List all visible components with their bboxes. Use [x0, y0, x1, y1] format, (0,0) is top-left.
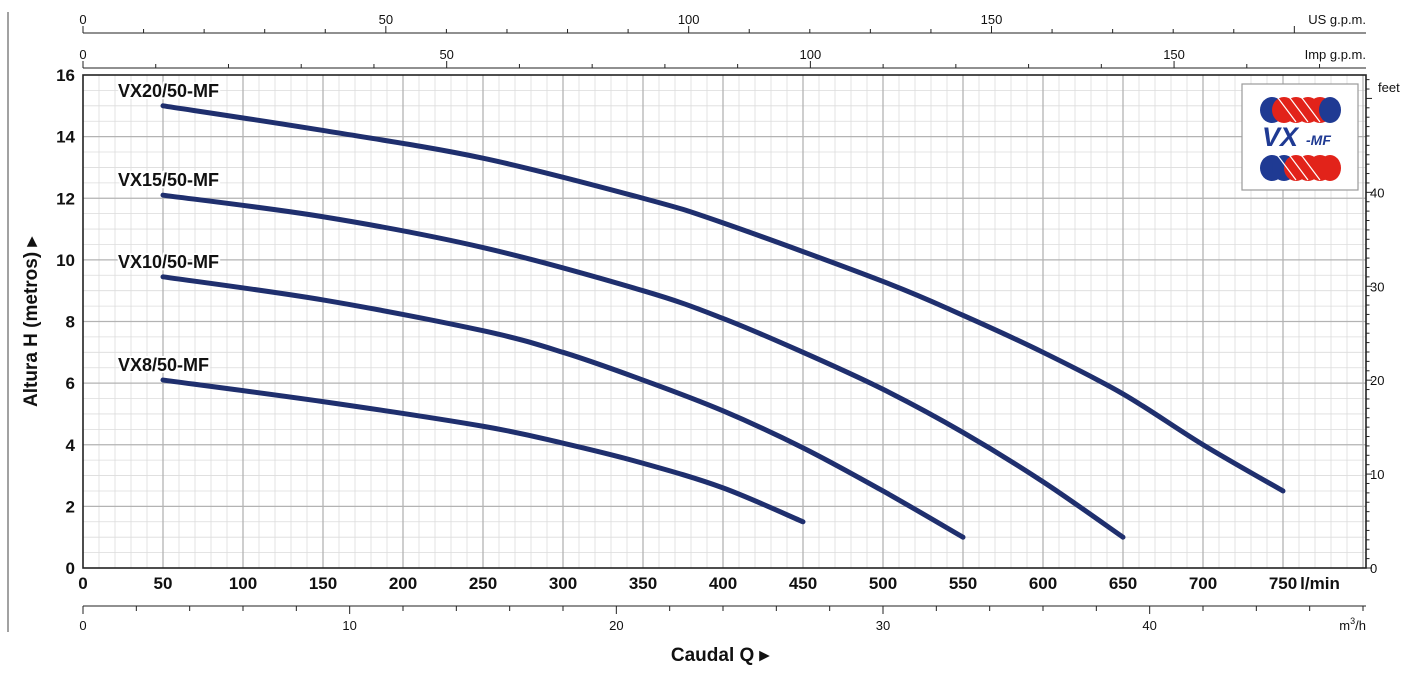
x-unit-label: l/min [1300, 574, 1340, 593]
logo-top-coils [1260, 97, 1341, 123]
x-tick-label: 500 [869, 574, 897, 593]
us-gpm-tick-label: 50 [379, 12, 393, 27]
us-gpm-tick-label: 100 [678, 12, 700, 27]
y-tick-label: 14 [56, 128, 75, 147]
feet-tick-label: 10 [1370, 467, 1384, 482]
y-tick-label: 8 [66, 313, 75, 332]
us-gpm-tick-label: 150 [981, 12, 1003, 27]
y-tick-label: 2 [66, 497, 75, 516]
x-tick-label: 750 [1269, 574, 1297, 593]
m3h-unit-label: m3/h [1339, 616, 1366, 633]
x-tick-label: 200 [389, 574, 417, 593]
x-tick-label: 150 [309, 574, 337, 593]
series-label: VX20/50-MF [118, 81, 219, 101]
plot-frame [82, 74, 1367, 569]
x-tick-labels: 0 50 100 150 200 250 300 350 400 450 500 550 600 650 7… [78, 574, 1340, 593]
imp-gpm-label: Imp g.p.m. [1305, 47, 1366, 62]
y-tick-label: 0 [66, 559, 75, 578]
x-tick-label: 350 [629, 574, 657, 593]
logo-text-sub: -MF [1306, 132, 1331, 148]
x-tick-label: 400 [709, 574, 737, 593]
right-feet-axis: 0 10 20 30 40 feet [1366, 79, 1400, 576]
logo-bottom-coils [1260, 155, 1341, 181]
series-label: VX8/50-MF [118, 355, 209, 375]
logo-text-main: VX [1262, 122, 1300, 152]
y-tick-label: 10 [56, 251, 75, 270]
x-tick-label: 100 [229, 574, 257, 593]
series-line-vx15-50-mf [160, 192, 1126, 540]
feet-tick-label: 20 [1370, 373, 1384, 388]
x-tick-label: 600 [1029, 574, 1057, 593]
x-axis-title: Caudal Q ▸ [671, 645, 771, 666]
feet-tick-label: 30 [1370, 279, 1384, 294]
major-grid [83, 75, 1366, 568]
x-tick-label: 50 [154, 574, 173, 593]
top-secondary-axes: 0 50 100 150 US g.p.m. 0 50 100 150 Imp g.p.m. [79, 12, 1366, 69]
x-tick-label: 650 [1109, 574, 1137, 593]
x-tick-label: 450 [789, 574, 817, 593]
imp-gpm-tick-label: 150 [1163, 47, 1185, 62]
feet-tick-label: 0 [1370, 561, 1377, 576]
curve-labels: VX20/50-MF VX15/50-MF VX10/50-MF VX8/50-MF [116, 79, 221, 377]
series-line-vx20-50-mf [160, 103, 1286, 494]
feet-tick-label: 40 [1370, 185, 1384, 200]
x-tick-label: 700 [1189, 574, 1217, 593]
x-tick-label: 550 [949, 574, 977, 593]
us-gpm-label: US g.p.m. [1308, 12, 1366, 27]
y-tick-label: 6 [66, 374, 75, 393]
series-label: VX10/50-MF [118, 252, 219, 272]
bottom-m3h-axis: 0 10 20 30 40 m3/h [79, 605, 1366, 633]
series-line-vx8-50-mf [160, 377, 806, 525]
y-tick-labels: 0 2 4 6 8 10 12 14 16 [56, 66, 75, 578]
imp-gpm-tick-label: 100 [800, 47, 822, 62]
performance-curves [160, 103, 1286, 540]
imp-gpm-tick-label: 0 [79, 47, 86, 62]
m3h-tick-label: 0 [79, 618, 86, 633]
m3h-tick-label: 10 [342, 618, 356, 633]
y-tick-label: 4 [66, 436, 76, 455]
y-axis-title: Altura H (metros) ▸ [21, 236, 42, 407]
axis-titles: Caudal Q ▸ Altura H (metros) ▸ [21, 236, 771, 666]
x-tick-label: 250 [469, 574, 497, 593]
m3h-tick-label: 30 [876, 618, 890, 633]
series-label: VX15/50-MF [118, 170, 219, 190]
x-tick-label: 300 [549, 574, 577, 593]
y-tick-label: 12 [56, 189, 75, 208]
m3h-tick-label: 20 [609, 618, 623, 633]
imp-gpm-tick-label: 50 [439, 47, 453, 62]
vx-mf-logo: VX -MF [1241, 83, 1359, 191]
y-tick-label: 16 [56, 66, 75, 85]
x-tick-label: 0 [78, 574, 87, 593]
feet-label: feet [1378, 80, 1400, 95]
series-line-vx10-50-mf [160, 274, 966, 540]
us-gpm-tick-label: 0 [79, 12, 86, 27]
m3h-tick-label: 40 [1142, 618, 1156, 633]
